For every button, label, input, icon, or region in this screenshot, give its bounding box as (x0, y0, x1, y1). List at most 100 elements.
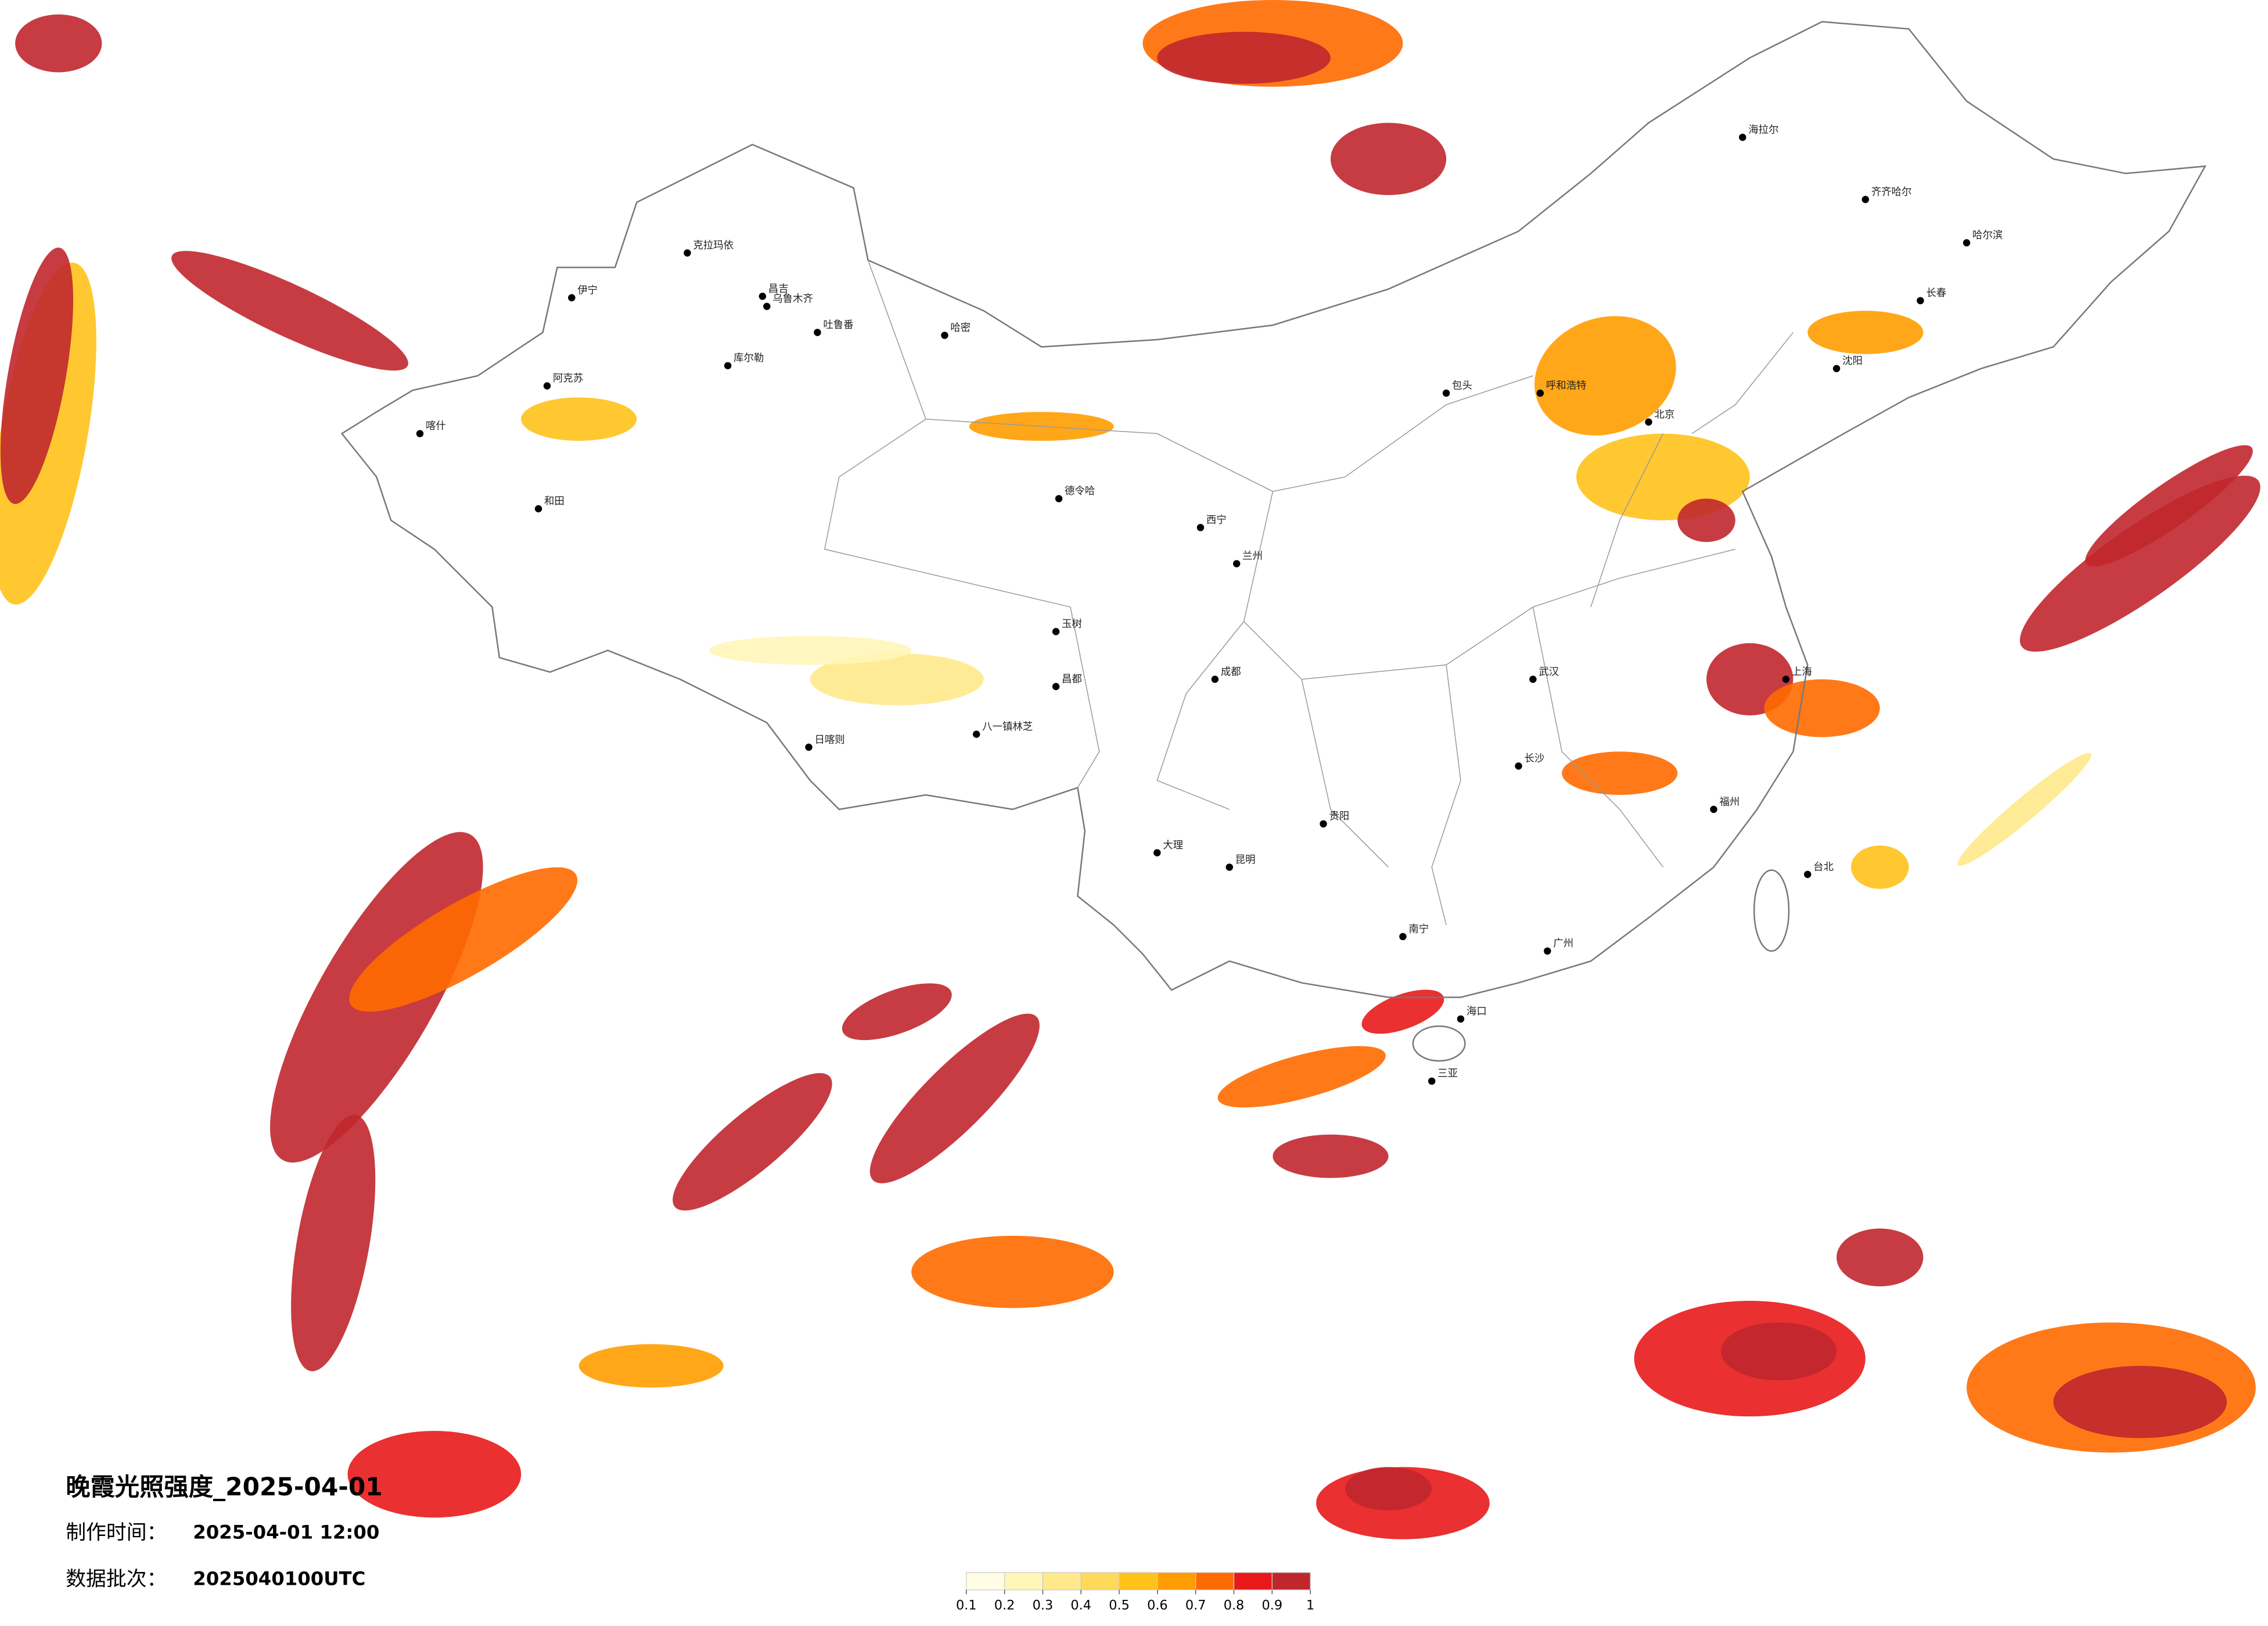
heat-patch (1957, 753, 2091, 866)
city-label: 上海 (1792, 666, 1812, 678)
city-dot (1544, 947, 1551, 955)
city-dot (1211, 675, 1219, 683)
heat-patch (842, 983, 952, 1041)
city-dot (1457, 1015, 1465, 1023)
city-label: 昆明 (1235, 854, 1256, 866)
heat-patch (349, 867, 578, 1012)
heat-patch (869, 1013, 1040, 1183)
colorbar-swatch (1233, 1572, 1273, 1591)
hainan-outline (1412, 1025, 1466, 1062)
city-dot (534, 505, 542, 513)
city-dot (1804, 870, 1811, 878)
city-label: 三亚 (1437, 1068, 1458, 1080)
city-label: 西宁 (1206, 515, 1227, 526)
info-label: 制作时间： (66, 1521, 167, 1545)
city-label: 台北 (1813, 861, 1834, 873)
city-label: 北京 (1655, 409, 1675, 420)
colorbar-tick-label: 0.2 (994, 1598, 1015, 1613)
city-label: 大理 (1163, 840, 1183, 851)
city-label: 福州 (1720, 796, 1740, 808)
city-label: 贵阳 (1329, 811, 1350, 822)
heat-patch (1562, 751, 1678, 795)
city-dot (1153, 849, 1161, 857)
colorbar-tick-label: 0.1 (956, 1598, 977, 1613)
colorbar-tick-label: 0.8 (1224, 1598, 1245, 1613)
city-dot (1052, 683, 1060, 690)
city-dot (1710, 805, 1717, 813)
city-dot (805, 743, 813, 751)
heat-patch (810, 653, 984, 706)
city-dot (1832, 365, 1841, 372)
province-lines (824, 260, 1794, 926)
city-dot (1536, 389, 1544, 397)
city-dot (684, 249, 691, 257)
heat-patch (1217, 1046, 1386, 1108)
heat-patch (1273, 1134, 1389, 1178)
city-dot (1232, 560, 1241, 567)
city-label: 海拉尔 (1748, 124, 1778, 136)
city-label: 八一镇林芝 (982, 721, 1033, 733)
city-label: 伊宁 (577, 285, 598, 296)
info-label: 数据批次： (66, 1567, 167, 1591)
city-label: 阿克苏 (553, 373, 583, 384)
heat-patch (1345, 1467, 1432, 1510)
colorbar-tick-label: 0.9 (1262, 1598, 1283, 1613)
colorbar-swatch (1157, 1572, 1196, 1591)
taiwan-outline (1753, 869, 1790, 952)
colorbar-tick-label: 0.7 (1185, 1598, 1206, 1613)
colorbar-swatch (1042, 1572, 1081, 1591)
city-label: 成都 (1221, 666, 1241, 678)
city-label: 兰州 (1242, 551, 1263, 562)
heat-patch (911, 1236, 1114, 1308)
city-dot (972, 731, 980, 738)
heat-patch (1850, 846, 1909, 889)
city-label: 和田 (544, 496, 565, 508)
city-dot (1428, 1077, 1436, 1085)
city-dot (416, 430, 424, 437)
city-dot (941, 332, 948, 339)
city-label: 海口 (1467, 1006, 1487, 1017)
city-label: 哈尔滨 (1972, 230, 2003, 242)
colorbar-tick-label: 0.4 (1070, 1598, 1091, 1613)
heat-patch (15, 14, 102, 73)
colorbar-tick-label: 0.6 (1147, 1598, 1168, 1613)
city-label: 齐齐哈尔 (1871, 186, 1912, 198)
heat-patch (1534, 316, 1676, 436)
colorbar-tick-label: 1 (1306, 1598, 1314, 1613)
city-label: 长春 (1926, 287, 1946, 299)
city-label: 哈密 (950, 322, 971, 334)
city-dot (1529, 675, 1537, 683)
city-dot (1055, 495, 1063, 502)
city-dot (759, 293, 767, 300)
heat-patch (521, 397, 637, 441)
colorbar-swatch (1271, 1572, 1311, 1591)
heat-patch (1807, 311, 1924, 354)
city-dot (1739, 134, 1746, 141)
heat-patch (291, 1114, 376, 1372)
city-dot (1861, 196, 1870, 203)
heat-patch (1330, 123, 1447, 195)
city-label: 克拉玛依 (693, 240, 734, 251)
info-value: 2025-04-01 12:00 (193, 1521, 379, 1544)
city-dot (1442, 389, 1450, 397)
colorbar-swatch (966, 1572, 1005, 1591)
city-dot (1196, 524, 1205, 531)
city-label: 呼和浩特 (1546, 380, 1587, 392)
heat-patch (2085, 445, 2253, 567)
country-outline (340, 21, 2206, 998)
city-label: 库尔勒 (734, 352, 764, 364)
colorbar-swatch (1119, 1572, 1158, 1591)
city-dot (1515, 762, 1522, 770)
info-value: 2025040100UTC (193, 1567, 365, 1589)
heat-patch (673, 1073, 832, 1211)
heat-patch (1361, 990, 1444, 1034)
city-label: 吐鲁番 (823, 319, 853, 331)
city-label: 喀什 (426, 420, 446, 432)
city-label: 长沙 (1525, 753, 1545, 765)
city-dot (1963, 239, 1971, 247)
city-label: 德令哈 (1065, 485, 1095, 497)
colorbar-swatch (1080, 1572, 1120, 1591)
city-label: 日喀则 (814, 734, 844, 746)
